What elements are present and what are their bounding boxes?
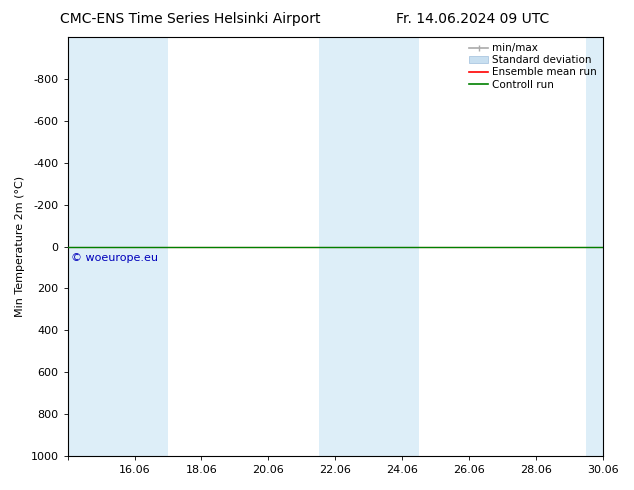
Text: CMC-ENS Time Series Helsinki Airport: CMC-ENS Time Series Helsinki Airport [60,12,320,26]
Y-axis label: Min Temperature 2m (°C): Min Temperature 2m (°C) [15,176,25,317]
Legend: min/max, Standard deviation, Ensemble mean run, Controll run: min/max, Standard deviation, Ensemble me… [465,39,601,94]
Bar [319,37,369,456]
Bar [68,37,101,456]
Text: © woeurope.eu: © woeurope.eu [71,253,158,263]
Text: Fr. 14.06.2024 09 UTC: Fr. 14.06.2024 09 UTC [396,12,549,26]
Bar [586,37,603,456]
Bar [369,37,419,456]
Bar [101,37,168,456]
